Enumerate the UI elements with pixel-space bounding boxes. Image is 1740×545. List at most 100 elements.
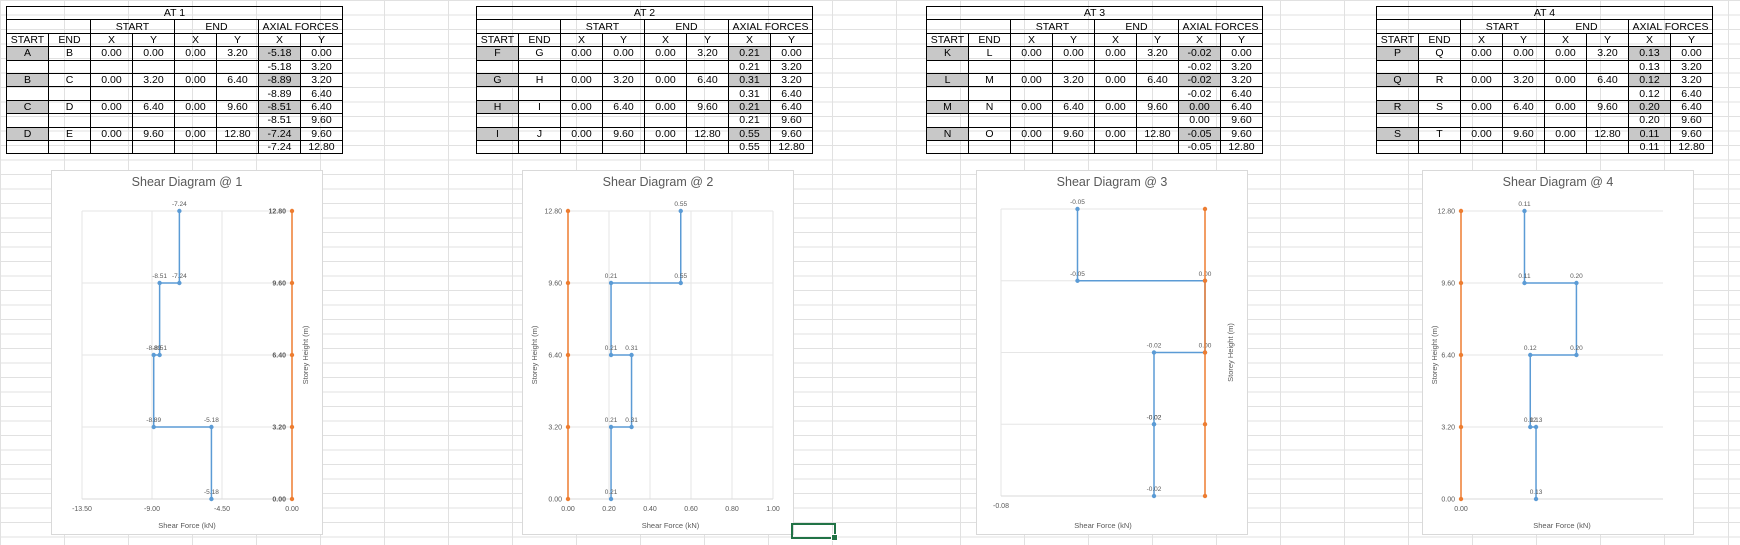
cell-start-y[interactable]: 9.60	[602, 126, 645, 141]
cell-axial-y[interactable]: 9.60	[1670, 126, 1713, 141]
cell-axial-x[interactable]: 0.12	[1628, 86, 1671, 101]
cell-start-node[interactable]: S	[1376, 126, 1419, 141]
cell-end-node[interactable]: H	[518, 72, 561, 88]
cell-start-y[interactable]: 6.40	[1502, 99, 1545, 115]
header-y[interactable]: Y	[132, 32, 175, 48]
cell-end-node[interactable]	[968, 86, 1011, 101]
header-x[interactable]: X	[1628, 32, 1671, 48]
cell-end-x[interactable]	[644, 113, 687, 128]
cell-start-node[interactable]: R	[1376, 99, 1419, 115]
cell-start-y[interactable]	[1502, 139, 1545, 155]
cell-axial-x[interactable]: 0.55	[728, 126, 771, 141]
cell-axial-y[interactable]: 3.20	[1670, 59, 1713, 74]
cell-end-x[interactable]: 0.00	[644, 72, 687, 88]
cell-start-y[interactable]: 0.00	[602, 46, 645, 61]
cell-end-node[interactable]	[1418, 113, 1461, 128]
cell-start-node[interactable]	[926, 59, 969, 74]
cell-end-node[interactable]: N	[968, 99, 1011, 115]
cell-start-node[interactable]: K	[926, 46, 969, 61]
cell-start-y[interactable]: 0.00	[1052, 46, 1095, 61]
cell-axial-y[interactable]: 6.40	[1670, 86, 1713, 101]
cell-axial-x[interactable]: -8.89	[258, 72, 301, 88]
header-y[interactable]: Y	[1502, 32, 1545, 48]
cell-axial-x[interactable]: -0.02	[1178, 46, 1221, 61]
cell-end-x[interactable]: 0.00	[174, 126, 217, 141]
cell-end-x[interactable]: 0.00	[644, 99, 687, 115]
cell-end-y[interactable]: 12.80	[686, 126, 729, 141]
table-title[interactable]: AT 3	[926, 5, 1263, 21]
header-x[interactable]: X	[728, 32, 771, 48]
cell-axial-x[interactable]: 0.20	[1628, 99, 1671, 115]
cell-start-node[interactable]: G	[476, 72, 519, 88]
cell-start-node[interactable]: M	[926, 99, 969, 115]
cell-start-x[interactable]: 0.00	[560, 126, 603, 141]
cell-end-y[interactable]	[686, 139, 729, 155]
cell-axial-x[interactable]: 0.31	[728, 86, 771, 101]
cell-start-x[interactable]: 0.00	[90, 46, 133, 61]
cell-start-y[interactable]: 3.20	[602, 72, 645, 88]
cell-start-x[interactable]: 0.00	[1460, 72, 1503, 88]
shear-chart-2[interactable]: Shear Diagram @ 2 0.00 0.20 0.40 0.60 0.80 1.0…	[522, 170, 794, 535]
header-end-group[interactable]: END	[1094, 19, 1179, 34]
cell-end-node[interactable]: R	[1418, 72, 1461, 88]
cell-axial-y[interactable]: 9.60	[1220, 126, 1263, 141]
cell-start-node[interactable]: D	[6, 126, 49, 141]
cell-start-node[interactable]: A	[6, 46, 49, 61]
header-blank[interactable]	[1376, 19, 1461, 34]
header-axial-group[interactable]: AXIAL FORCES	[258, 19, 343, 34]
cell-end-x[interactable]: 0.00	[1094, 46, 1137, 61]
cell-start-node[interactable]: N	[926, 126, 969, 141]
cell-start-node[interactable]	[1376, 86, 1419, 101]
cell-start-y[interactable]: 0.00	[1502, 46, 1545, 61]
cell-end-node[interactable]: B	[48, 46, 91, 61]
cell-axial-x[interactable]: -5.18	[258, 46, 301, 61]
header-axial-group[interactable]: AXIAL FORCES	[728, 19, 813, 34]
cell-start-y[interactable]	[132, 86, 175, 101]
active-cell-selection[interactable]	[791, 523, 838, 541]
cell-end-y[interactable]	[686, 113, 729, 128]
header-start-col[interactable]: START	[926, 32, 969, 48]
cell-axial-y[interactable]: 3.20	[770, 59, 813, 74]
cell-start-y[interactable]: 9.60	[1052, 126, 1095, 141]
cell-end-node[interactable]	[968, 139, 1011, 155]
cell-end-y[interactable]	[1136, 113, 1179, 128]
cell-end-x[interactable]: 0.00	[1544, 126, 1587, 141]
cell-end-node[interactable]: M	[968, 72, 1011, 88]
cell-start-node[interactable]	[6, 59, 49, 74]
cell-end-node[interactable]	[48, 59, 91, 74]
cell-end-y[interactable]: 12.80	[1586, 126, 1629, 141]
cell-start-x[interactable]: 0.00	[1010, 126, 1053, 141]
cell-end-x[interactable]	[174, 139, 217, 155]
cell-end-x[interactable]	[644, 86, 687, 101]
header-x[interactable]: X	[1010, 32, 1053, 48]
cell-start-y[interactable]	[1502, 59, 1545, 74]
cell-end-y[interactable]	[1136, 86, 1179, 101]
cell-start-x[interactable]	[90, 86, 133, 101]
header-axial-group[interactable]: AXIAL FORCES	[1628, 19, 1713, 34]
header-y[interactable]: Y	[686, 32, 729, 48]
cell-end-x[interactable]: 0.00	[1544, 46, 1587, 61]
cell-axial-y[interactable]: 3.20	[300, 59, 343, 74]
cell-end-y[interactable]: 12.80	[1136, 126, 1179, 141]
cell-start-node[interactable]: I	[476, 126, 519, 141]
cell-start-node[interactable]	[476, 139, 519, 155]
cell-start-y[interactable]	[602, 139, 645, 155]
table-title[interactable]: AT 2	[476, 5, 813, 21]
cell-start-node[interactable]	[476, 59, 519, 74]
cell-start-y[interactable]	[1052, 113, 1095, 128]
cell-end-node[interactable]: C	[48, 72, 91, 88]
cell-start-node[interactable]	[1376, 59, 1419, 74]
cell-start-node[interactable]	[926, 113, 969, 128]
cell-axial-x[interactable]: -7.24	[258, 139, 301, 155]
cell-end-y[interactable]: 9.60	[216, 99, 259, 115]
cell-start-x[interactable]	[1460, 59, 1503, 74]
cell-start-node[interactable]	[926, 139, 969, 155]
cell-end-node[interactable]: O	[968, 126, 1011, 141]
cell-end-node[interactable]	[968, 113, 1011, 128]
cell-axial-y[interactable]: 9.60	[300, 113, 343, 128]
cell-end-y[interactable]: 3.20	[1586, 46, 1629, 61]
cell-end-x[interactable]: 0.00	[644, 126, 687, 141]
cell-end-node[interactable]: J	[518, 126, 561, 141]
cell-end-y[interactable]	[216, 113, 259, 128]
cell-end-y[interactable]: 9.60	[1586, 99, 1629, 115]
